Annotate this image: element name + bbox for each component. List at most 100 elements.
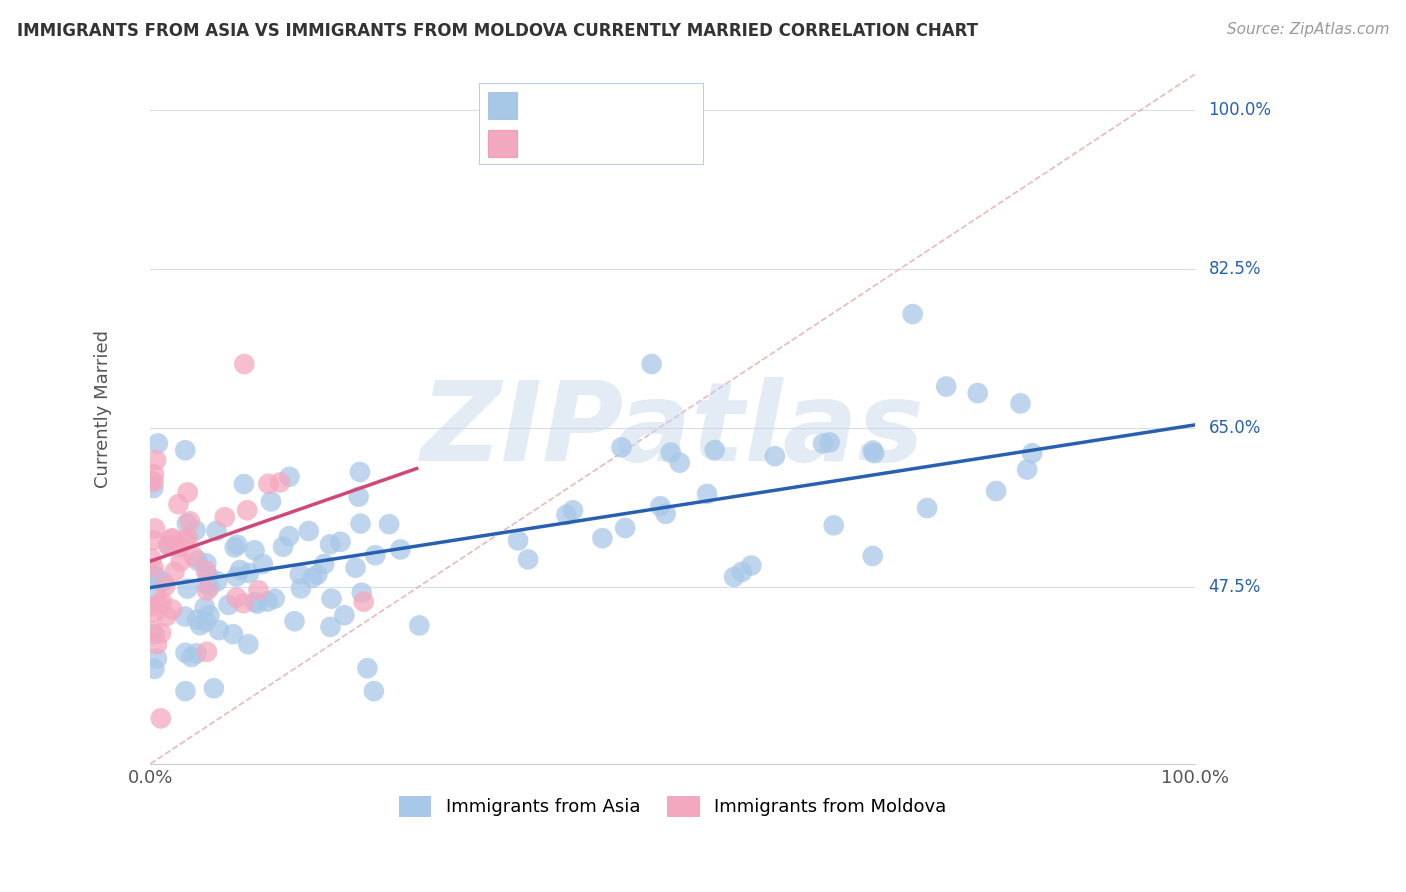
Point: [225, 569, 247, 583]
Point: [811, 436, 834, 450]
Point: [263, 591, 285, 606]
Point: [640, 357, 662, 371]
Point: [740, 558, 762, 573]
Point: [194, 615, 217, 629]
Point: [155, 609, 177, 624]
Point: [155, 579, 177, 593]
Point: [214, 510, 236, 524]
Point: [143, 662, 166, 676]
Point: [517, 552, 540, 566]
Point: [363, 684, 385, 698]
Point: [198, 580, 221, 594]
Point: [731, 565, 754, 579]
Point: [314, 557, 336, 571]
Point: [139, 599, 162, 614]
Point: [654, 507, 676, 521]
Point: [290, 582, 312, 596]
Point: [252, 557, 274, 571]
Point: [197, 568, 219, 582]
Point: [157, 538, 180, 552]
Point: [256, 594, 278, 608]
Point: [901, 307, 924, 321]
Point: [243, 543, 266, 558]
Point: [149, 711, 172, 725]
Point: [233, 477, 256, 491]
Point: [283, 614, 305, 628]
Point: [915, 501, 938, 516]
Point: [176, 485, 198, 500]
Point: [668, 456, 690, 470]
Point: [152, 574, 174, 589]
Point: [353, 595, 375, 609]
Text: 82.5%: 82.5%: [1209, 260, 1261, 277]
Point: [142, 481, 165, 495]
Point: [364, 548, 387, 562]
Point: [194, 564, 217, 578]
Point: [194, 600, 217, 615]
Text: 65.0%: 65.0%: [1209, 418, 1261, 437]
Point: [696, 487, 718, 501]
Point: [650, 500, 672, 514]
Point: [319, 620, 342, 634]
Point: [329, 534, 352, 549]
Point: [186, 647, 208, 661]
Point: [186, 613, 208, 627]
Point: [610, 441, 633, 455]
Point: [143, 569, 166, 583]
Point: [139, 474, 162, 488]
Point: [229, 563, 252, 577]
Point: [208, 623, 231, 637]
Point: [184, 523, 207, 537]
Point: [176, 582, 198, 596]
Point: [180, 650, 202, 665]
Point: [269, 475, 291, 490]
Point: [224, 541, 246, 555]
Point: [659, 445, 682, 459]
Point: [257, 476, 280, 491]
Point: [162, 532, 184, 546]
Point: [150, 594, 173, 608]
Point: [818, 435, 841, 450]
Point: [174, 646, 197, 660]
Point: [935, 379, 957, 393]
Point: [966, 386, 988, 401]
Point: [247, 583, 270, 598]
Point: [319, 537, 342, 551]
Point: [863, 446, 886, 460]
Point: [195, 557, 218, 571]
Point: [143, 627, 166, 641]
Point: [225, 591, 247, 605]
Point: [271, 540, 294, 554]
Point: [198, 608, 221, 623]
Point: [205, 574, 228, 589]
Point: [243, 595, 266, 609]
Point: [145, 586, 167, 600]
Point: [205, 524, 228, 538]
Point: [233, 357, 256, 371]
Point: [160, 532, 183, 546]
Point: [349, 516, 371, 531]
Text: ZIPatlas: ZIPatlas: [420, 377, 924, 484]
Point: [236, 503, 259, 517]
Point: [862, 443, 884, 458]
Point: [160, 602, 183, 616]
Point: [179, 514, 201, 528]
Point: [506, 533, 529, 548]
Point: [288, 567, 311, 582]
Point: [1010, 396, 1032, 410]
Point: [174, 443, 197, 458]
Point: [142, 475, 165, 489]
Point: [278, 529, 301, 543]
Point: [170, 554, 193, 568]
Point: [195, 576, 218, 591]
Point: [222, 627, 245, 641]
Point: [142, 561, 165, 575]
Point: [195, 645, 218, 659]
Point: [177, 531, 200, 545]
Point: [195, 583, 218, 598]
Point: [157, 539, 180, 553]
Point: [163, 565, 186, 579]
Point: [614, 521, 637, 535]
Point: [238, 566, 260, 580]
Point: [823, 518, 845, 533]
